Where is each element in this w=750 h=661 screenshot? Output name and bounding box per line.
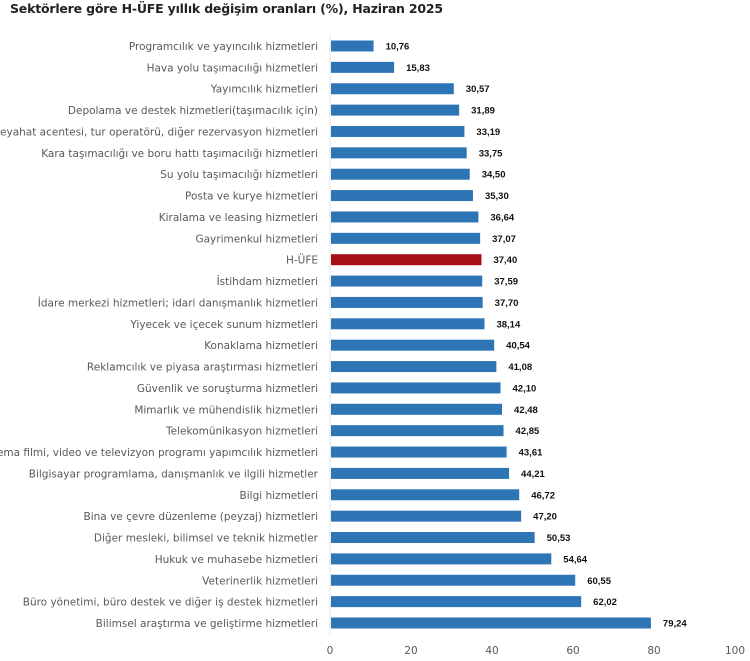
- category-label: Bilimsel araştırma ve geliştirme hizmetl…: [96, 618, 318, 630]
- data-label: 37,70: [495, 298, 519, 309]
- data-label: 50,53: [547, 533, 571, 544]
- bar: [331, 168, 470, 180]
- category-label: Bilgisayar programlama, danışmanlık ve i…: [29, 468, 319, 480]
- data-label: 44,21: [521, 469, 545, 480]
- data-label: 42,85: [516, 426, 540, 437]
- data-label: 10,76: [386, 42, 410, 53]
- category-label: Bilgi hizmetleri: [240, 490, 318, 502]
- data-label: 37,07: [492, 234, 516, 245]
- bar: [331, 232, 481, 244]
- x-tick-label: 40: [485, 645, 498, 657]
- x-tick-label: 80: [647, 645, 660, 657]
- data-label: 60,55: [587, 576, 611, 587]
- category-label: Konaklama hizmetleri: [204, 340, 318, 352]
- bar: [331, 446, 507, 458]
- category-label: Kiralama ve leasing hizmetleri: [159, 212, 318, 224]
- data-label: 36,64: [490, 212, 514, 223]
- data-label: 30,57: [466, 84, 490, 95]
- bar: [331, 489, 520, 501]
- bar: [331, 211, 479, 223]
- category-label: Yiyecek ve içecek sunum hizmetleri: [129, 319, 318, 331]
- data-label: 42,48: [514, 405, 538, 416]
- data-label: 41,08: [508, 362, 532, 373]
- category-label: Hava yolu taşımacılığı hizmetleri: [147, 62, 318, 74]
- data-label: 54,64: [563, 554, 587, 565]
- data-label: 37,59: [494, 277, 518, 288]
- bar: [331, 596, 582, 608]
- category-label: Sinema filmi, video ve televizyon progra…: [0, 447, 318, 459]
- category-label: Gayrimenkul hizmetleri: [195, 233, 318, 245]
- category-label: Veterinerlik hizmetleri: [202, 575, 318, 587]
- data-label: 43,61: [519, 448, 543, 459]
- data-label: 35,30: [485, 191, 509, 202]
- category-label: Reklamcılık ve piyasa araştırması hizmet…: [87, 362, 318, 374]
- bar: [331, 275, 483, 287]
- bar: [331, 190, 473, 202]
- x-tick-label: 60: [566, 645, 579, 657]
- bar: [331, 339, 495, 351]
- bar: [331, 254, 482, 266]
- data-label: 40,54: [506, 341, 530, 352]
- data-label: 47,20: [533, 512, 557, 523]
- category-label: Diğer mesleki, bilimsel ve teknik hizmet…: [94, 533, 319, 545]
- category-label: İdare merkezi hizmetleri; idari danışman…: [38, 296, 318, 309]
- data-label: 62,02: [593, 597, 617, 608]
- category-label: H-ÜFE: [286, 254, 318, 267]
- chart-title: Sektörlere göre H-ÜFE yıllık değişim ora…: [10, 1, 443, 16]
- bar: [331, 403, 503, 415]
- category-label: Mimarlık ve mühendislik hizmetleri: [134, 404, 318, 416]
- bar: [331, 83, 454, 95]
- category-label: Kara taşımacılığı ve boru hattı taşımacı…: [41, 148, 318, 160]
- bar: [331, 574, 576, 586]
- bar: [331, 553, 552, 565]
- category-label: Seyahat acentesi, tur operatörü, diğer r…: [0, 126, 318, 138]
- bar: [331, 532, 535, 544]
- bar: [331, 40, 374, 52]
- category-label: Telekomünikasyon hizmetleri: [165, 426, 318, 438]
- bar: [331, 617, 651, 629]
- data-label: 42,10: [513, 383, 537, 394]
- data-label: 37,40: [493, 255, 517, 266]
- category-label: Güvenlik ve soruşturma hizmetleri: [137, 383, 318, 395]
- bar: [331, 104, 460, 116]
- x-tick-label: 100: [725, 645, 745, 657]
- data-label: 33,75: [479, 148, 503, 159]
- category-label: Depolama ve destek hizmetleri(taşımacılı…: [68, 105, 318, 117]
- data-label: 31,89: [471, 106, 495, 117]
- category-label: İstihdam hizmetleri: [217, 275, 318, 288]
- data-label: 38,14: [496, 319, 520, 330]
- category-label: Büro yönetimi, büro destek ve diğer iş d…: [23, 597, 318, 609]
- bar: [331, 510, 522, 522]
- bar: [331, 318, 485, 330]
- bar: [331, 425, 504, 437]
- category-label: Su yolu taşımacılığı hizmetleri: [160, 169, 318, 181]
- bar: [331, 296, 483, 308]
- bar: [331, 125, 465, 137]
- data-label: 33,19: [476, 127, 500, 138]
- category-label: Bina ve çevre düzenleme (peyzaj) hizmetl…: [84, 511, 318, 523]
- data-label: 15,83: [406, 63, 430, 74]
- x-tick-label: 20: [404, 645, 417, 657]
- bar: [331, 147, 467, 159]
- category-label: Programcılık ve yayıncılık hizmetleri: [129, 41, 318, 53]
- category-label: Posta ve kurye hizmetleri: [185, 191, 318, 203]
- bar: [331, 467, 510, 479]
- bar: [331, 361, 497, 373]
- bar: [331, 61, 395, 73]
- data-label: 79,24: [663, 618, 687, 629]
- category-label: Yayımcılık hizmetleri: [210, 84, 318, 96]
- data-label: 46,72: [531, 490, 555, 501]
- x-tick-label: 0: [327, 645, 334, 657]
- category-label: Hukuk ve muhasebe hizmetleri: [155, 554, 318, 566]
- bar: [331, 382, 501, 394]
- data-label: 34,50: [482, 170, 506, 181]
